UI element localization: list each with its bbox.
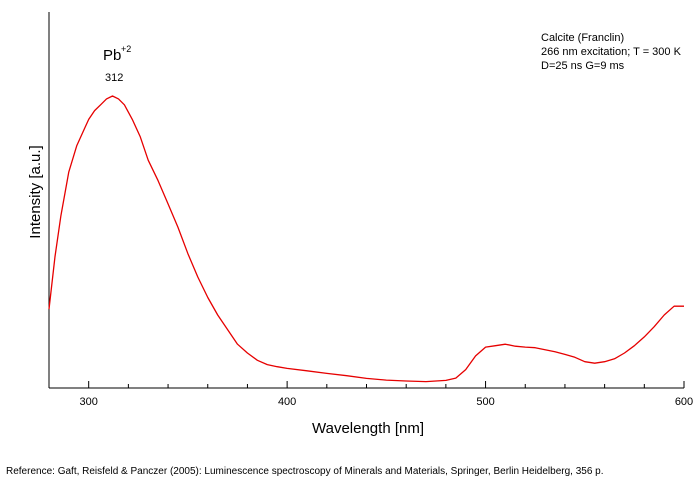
x-tick-label: 500 [476,396,494,408]
info-line-timing: D=25 ns G=9 ms [541,60,625,72]
x-axis-ticks: 300 400 500 600 [48,381,693,408]
series-layer [48,95,684,383]
x-tick-label: 600 [675,396,693,408]
x-tick-label: 400 [278,396,296,408]
x-axis-label: Wavelength [nm] [312,420,424,437]
reference-text: Reference: Gaft, Reisfeld & Panczer (200… [6,466,604,477]
info-line-sample: Calcite (Franclin) [541,32,624,44]
peak-value-label: 312 [105,72,123,84]
peak-species-label: Pb [103,47,121,64]
spectrum-line [48,95,684,383]
peak-species-charge: +2 [121,44,131,54]
x-tick-label: 300 [80,396,98,408]
info-line-excitation: 266 nm excitation; T = 300 K [541,46,682,58]
y-axis-label: Intensity [a.u.] [27,145,44,238]
annotations-layer: Wavelength [nm] Intensity [a.u.] Calcite… [27,32,682,437]
